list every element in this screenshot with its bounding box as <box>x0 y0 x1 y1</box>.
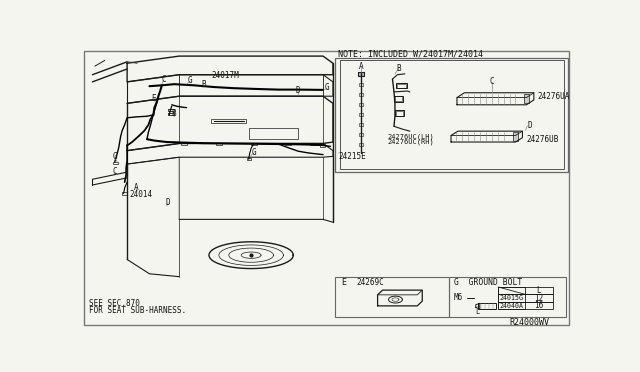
Bar <box>394 96 403 102</box>
Text: A: A <box>359 62 364 71</box>
Text: 24276UB: 24276UB <box>527 135 559 144</box>
Bar <box>498 294 553 302</box>
Text: C: C <box>113 167 117 176</box>
Text: A: A <box>134 183 138 192</box>
Text: G: G <box>188 76 193 85</box>
Bar <box>359 83 364 86</box>
Bar <box>524 94 529 103</box>
Bar <box>498 287 553 294</box>
Text: D: D <box>296 86 301 95</box>
Bar <box>249 128 298 139</box>
Bar <box>340 60 564 169</box>
Bar <box>335 58 568 172</box>
Text: E: E <box>341 279 346 288</box>
Bar <box>359 134 364 136</box>
Text: M6: M6 <box>454 294 463 302</box>
Text: G: G <box>324 83 330 92</box>
Bar <box>168 109 174 111</box>
Text: C: C <box>490 77 494 86</box>
Text: G  GROUND BOLT: G GROUND BOLT <box>454 278 523 287</box>
Bar <box>358 72 364 76</box>
Bar <box>181 142 187 145</box>
Bar <box>168 113 174 115</box>
Bar <box>285 142 291 145</box>
Bar <box>310 142 316 145</box>
Bar <box>359 113 364 116</box>
Text: 24014: 24014 <box>129 190 153 199</box>
Text: 24215E: 24215E <box>339 153 366 161</box>
Bar <box>122 192 127 195</box>
Text: FOR SEAT SUB-HARNESS.: FOR SEAT SUB-HARNESS. <box>89 306 186 315</box>
Bar <box>359 103 364 106</box>
Bar <box>320 144 325 147</box>
Bar <box>397 84 406 87</box>
Bar <box>498 302 553 309</box>
Bar <box>478 303 495 309</box>
Text: 24276UC(LH): 24276UC(LH) <box>388 134 435 140</box>
Text: 24269C: 24269C <box>356 279 384 288</box>
Bar <box>251 142 257 145</box>
Bar <box>396 83 408 88</box>
Text: C: C <box>161 75 166 84</box>
Bar <box>335 277 449 317</box>
Bar <box>396 110 403 116</box>
Bar <box>498 287 525 294</box>
Bar <box>211 119 246 122</box>
Text: D: D <box>527 121 532 130</box>
Text: 24015G: 24015G <box>500 295 524 301</box>
Bar <box>498 302 525 309</box>
Text: 16: 16 <box>534 301 543 310</box>
Bar <box>246 158 251 160</box>
Text: L: L <box>475 309 479 315</box>
Bar <box>216 142 222 145</box>
Text: D: D <box>166 198 171 207</box>
Text: B: B <box>202 80 206 89</box>
Bar <box>395 96 402 101</box>
Text: NOTE: INCLUDED W/24017M/24014: NOTE: INCLUDED W/24017M/24014 <box>338 49 483 58</box>
Bar <box>359 144 364 146</box>
Text: 24276UA: 24276UA <box>538 92 570 101</box>
Text: R24000WV: R24000WV <box>509 318 549 327</box>
Text: 24276UC(RH): 24276UC(RH) <box>388 139 435 145</box>
Bar <box>359 93 364 96</box>
Bar <box>449 277 566 317</box>
Bar <box>513 132 518 141</box>
Text: L: L <box>537 286 541 295</box>
Text: G: G <box>113 153 117 161</box>
Text: E: E <box>151 94 156 103</box>
Bar <box>113 161 118 164</box>
Text: B: B <box>171 109 175 118</box>
Text: B: B <box>396 64 401 73</box>
Text: SEE SEC.870: SEE SEC.870 <box>89 298 140 308</box>
Bar <box>359 124 364 126</box>
Text: 12: 12 <box>534 294 543 303</box>
Text: 24040A: 24040A <box>500 302 524 309</box>
Bar <box>395 110 404 116</box>
Text: 24017M: 24017M <box>211 71 239 80</box>
Bar <box>498 294 525 302</box>
Text: G: G <box>252 148 256 157</box>
